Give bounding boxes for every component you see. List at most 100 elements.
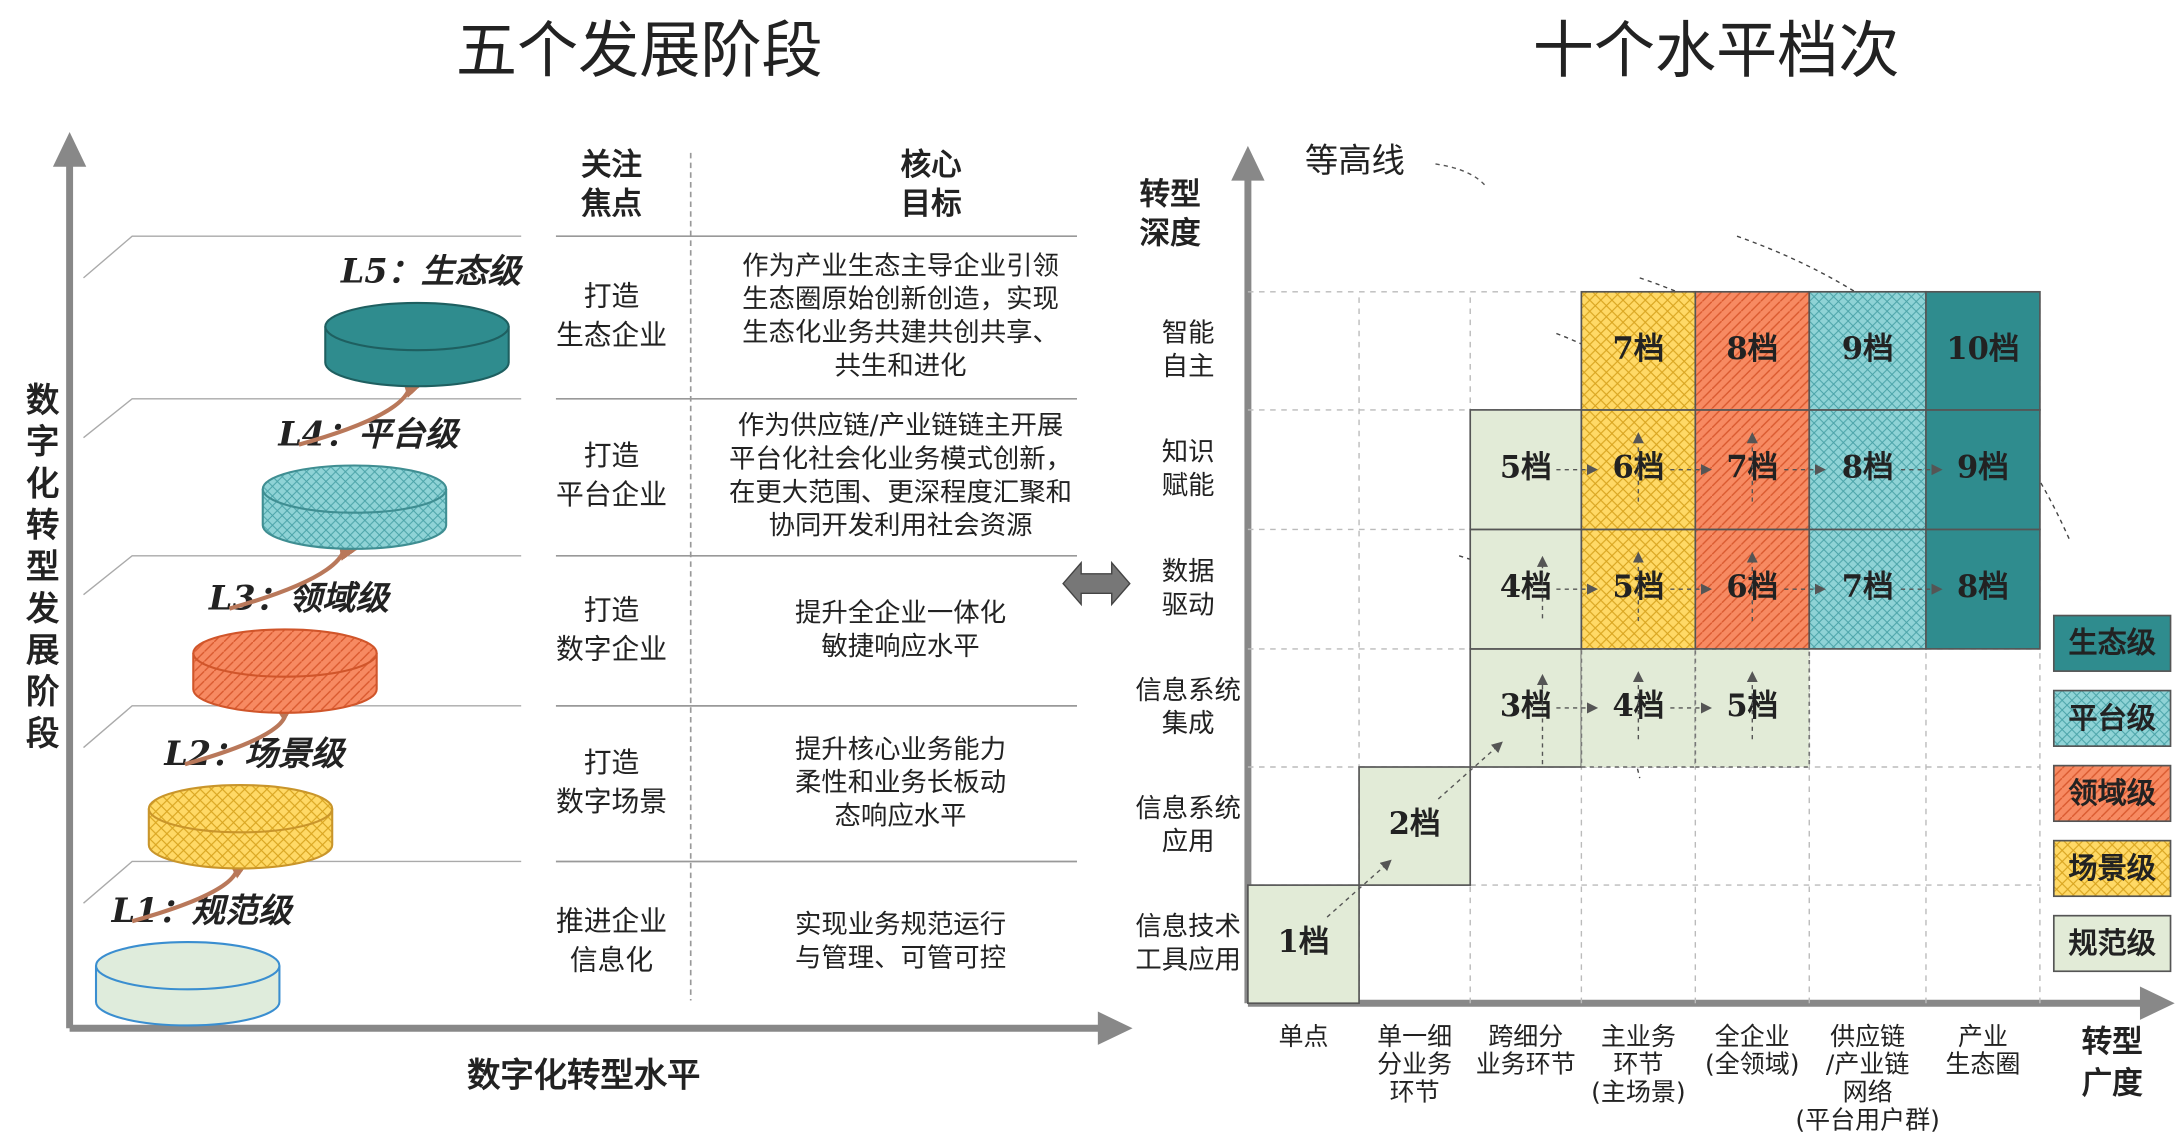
- header: 核心: [901, 148, 963, 183]
- y-level: 自主: [1162, 351, 1215, 382]
- title: 五个发展阶段: [456, 16, 823, 87]
- x-axis-label: 数字化转型水平: [467, 1055, 700, 1094]
- goal: 提升核心业务能力: [795, 734, 1006, 765]
- x-level: 单一细: [1377, 1022, 1452, 1051]
- progress-arrow: [1437, 741, 1503, 800]
- cell-label: 8档: [1726, 331, 1778, 367]
- x-level: 分业务: [1377, 1050, 1452, 1079]
- focus: 打造: [584, 279, 640, 312]
- goal: 作为产业生态主导企业引领: [742, 250, 1059, 281]
- cell: [1694, 290, 1811, 411]
- y-level: 驱动: [1162, 589, 1215, 620]
- x-level: 跨细分: [1488, 1022, 1563, 1051]
- disc-top: [192, 628, 378, 678]
- goal: 作为供应链/产业链链主开展: [738, 410, 1064, 441]
- y-axis-title: 转型: [1140, 177, 1201, 212]
- y-level: 数据: [1162, 556, 1215, 587]
- focus: 打造: [584, 746, 640, 779]
- x-level: 环节: [1390, 1078, 1440, 1107]
- cell-label: 3档: [1500, 688, 1552, 724]
- goal: 生态圈原始创新创造，实现: [742, 284, 1059, 315]
- steps: [83, 235, 522, 904]
- legend-box: [2052, 689, 2172, 747]
- focus: 数字企业: [556, 632, 667, 665]
- goal: 敏捷响应水平: [821, 631, 979, 662]
- cell: [1580, 648, 1697, 768]
- cell-label: 1档: [1278, 924, 1330, 960]
- disc-top: [147, 784, 334, 834]
- goal: 在更大范围、更深程度汇聚和: [729, 477, 1072, 508]
- goal: 与管理、可管可控: [795, 942, 1006, 973]
- goal: 提升全企业一体化: [795, 598, 1006, 629]
- legend-box: [2052, 914, 2172, 973]
- y-level: 信息系统: [1135, 675, 1241, 706]
- arrow: [52, 132, 87, 167]
- arrow: [1097, 1011, 1133, 1045]
- cell: [1694, 409, 1811, 531]
- cell-label: 2档: [1389, 806, 1441, 842]
- cell-label: 8档: [1957, 569, 2009, 605]
- legend-label: 规范级: [2068, 926, 2156, 960]
- disc-top: [261, 464, 448, 514]
- x-level: 业务环节: [1476, 1050, 1576, 1079]
- double-arrow: [1062, 560, 1131, 607]
- x-level: (平台用户群): [1795, 1105, 1940, 1134]
- y-level: 工具应用: [1135, 944, 1241, 975]
- y-level: 信息系统: [1135, 793, 1241, 824]
- cell: [1469, 409, 1583, 531]
- goal: 协同开发利用社会资源: [769, 510, 1033, 541]
- legend-box: [2052, 839, 2172, 898]
- x-level: 产业: [1958, 1022, 2008, 1051]
- focus: 平台企业: [556, 478, 667, 511]
- goal: 态响应水平: [835, 801, 967, 832]
- header: 焦点: [581, 186, 642, 222]
- y-axis-label: 数字化转型发展阶段: [20, 382, 60, 757]
- x-axis-title: 广度: [2082, 1067, 2144, 1102]
- y-level: 赋能: [1162, 470, 1215, 501]
- x-axis-title: 转型: [2082, 1025, 2143, 1060]
- y-level: 集成: [1162, 708, 1215, 739]
- goal: 生态化业务共建共创共享、: [742, 317, 1059, 348]
- focus: 信息化: [570, 944, 653, 977]
- y-axis-title: 深度: [1140, 216, 1202, 251]
- cell: [1694, 648, 1811, 768]
- level-label: L5：生态级: [340, 252, 524, 291]
- legend-label: 生态级: [2068, 626, 2156, 660]
- x-level: /产业链: [1826, 1050, 1909, 1079]
- cell: [1925, 290, 2041, 411]
- focus: 数字场景: [556, 785, 667, 818]
- goal: 柔性和业务长板动: [795, 767, 1006, 798]
- cell: [1580, 528, 1697, 650]
- legend-label: 平台级: [2068, 701, 2156, 735]
- disc-top: [324, 301, 510, 352]
- progress-arrow: [1326, 859, 1392, 918]
- cell-label: 5档: [1500, 450, 1552, 486]
- cell-label: 7档: [1612, 331, 1664, 367]
- contour-label: 等高线: [1305, 141, 1405, 180]
- cell: [1808, 290, 1927, 411]
- x-level: (主场景): [1591, 1078, 1686, 1107]
- x-level: 供应链: [1830, 1022, 1905, 1051]
- arrow: [1231, 145, 1265, 181]
- contour-pointer: [1435, 163, 1488, 189]
- cell-label: 8档: [1842, 450, 1894, 486]
- x-level: 单点: [1278, 1022, 1328, 1051]
- x-level: 主业务: [1601, 1022, 1676, 1051]
- focus: 推进企业: [556, 905, 667, 938]
- focus: 生态企业: [556, 318, 667, 351]
- cell-label: 7档: [1842, 569, 1894, 605]
- header: 目标: [901, 187, 962, 222]
- cell: [1580, 409, 1697, 531]
- cell-label: 9档: [1842, 331, 1894, 367]
- x-level: 环节: [1613, 1050, 1663, 1079]
- y-level: 应用: [1162, 826, 1215, 857]
- arrow: [2139, 986, 2175, 1020]
- legend-label: 场景级: [2068, 851, 2156, 885]
- header: 关注: [581, 148, 642, 183]
- cell-label: 4档: [1500, 569, 1552, 605]
- x-level: 网络: [1843, 1078, 1893, 1107]
- legend-label: 领域级: [2068, 776, 2156, 810]
- goal: 平台化社会化业务模式创新，: [729, 443, 1072, 474]
- x-level: (全领域): [1705, 1050, 1800, 1079]
